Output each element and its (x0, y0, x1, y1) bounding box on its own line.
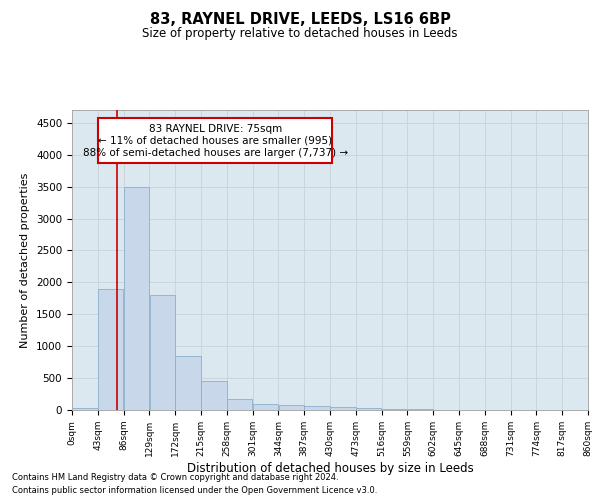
Bar (175, 356, 201, 410)
Bar (253, 404, 278, 410)
Text: ← 11% of detached houses are smaller (995): ← 11% of detached houses are smaller (99… (98, 136, 332, 145)
Bar (278, 405, 304, 410)
Text: 88% of semi-detached houses are larger (7,737) →: 88% of semi-detached houses are larger (… (83, 148, 348, 158)
Text: 83 RAYNEL DRIVE: 75sqm: 83 RAYNEL DRIVE: 75sqm (149, 124, 282, 134)
Bar (356, 408, 382, 410)
FancyBboxPatch shape (98, 118, 332, 163)
Bar (330, 407, 356, 410)
Bar (149, 295, 175, 410)
Bar (72, 408, 98, 410)
Bar (201, 382, 227, 410)
Text: Contains HM Land Registry data © Crown copyright and database right 2024.: Contains HM Land Registry data © Crown c… (12, 474, 338, 482)
Bar (227, 399, 253, 410)
X-axis label: Distribution of detached houses by size in Leeds: Distribution of detached houses by size … (187, 462, 473, 474)
Y-axis label: Number of detached properties: Number of detached properties (20, 172, 31, 348)
Bar (124, 186, 149, 410)
Text: 83, RAYNEL DRIVE, LEEDS, LS16 6BP: 83, RAYNEL DRIVE, LEEDS, LS16 6BP (149, 12, 451, 28)
Text: Contains public sector information licensed under the Open Government Licence v3: Contains public sector information licen… (12, 486, 377, 495)
Bar (304, 406, 330, 410)
Bar (382, 409, 407, 410)
Text: Size of property relative to detached houses in Leeds: Size of property relative to detached ho… (142, 28, 458, 40)
Bar (98, 288, 124, 410)
